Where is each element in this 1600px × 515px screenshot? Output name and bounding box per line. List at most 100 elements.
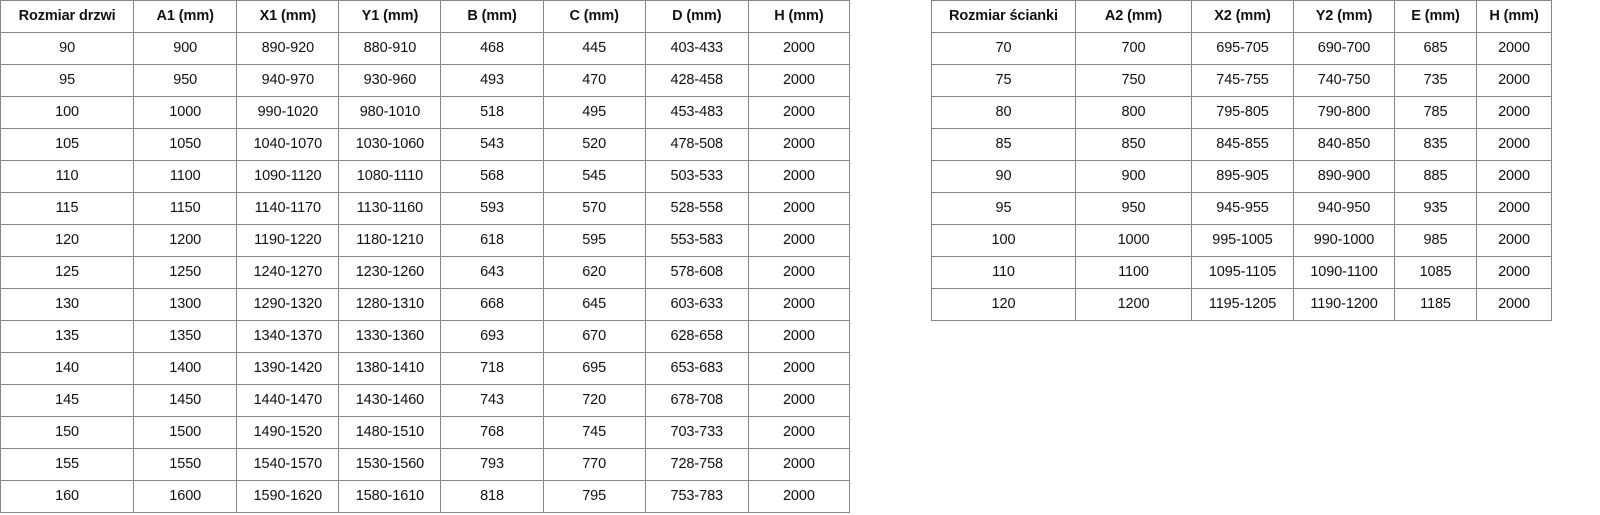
table-cell: 470: [542, 64, 646, 97]
table-cell: 1200: [1075, 288, 1192, 321]
table-cell: 618: [440, 224, 544, 257]
table-cell: 495: [542, 96, 646, 129]
table-cell: 2000: [1476, 160, 1552, 193]
table-cell: 753-783: [644, 480, 749, 513]
table-cell: 593: [440, 192, 544, 225]
table-cell: 1185: [1394, 288, 1477, 321]
table-cell: 653-683: [644, 352, 749, 385]
table-cell: 75: [931, 64, 1076, 97]
table-cell: 1600: [133, 480, 238, 513]
table-cell: 1100: [133, 160, 238, 193]
table-cell: 980-1010: [338, 96, 442, 129]
table-row: 90 900 890-920 880-910 468 445 403-433 2000: [0, 32, 851, 65]
door-table-body: 90 900 890-920 880-910 468 445 403-433 2000 95 95…: [0, 32, 851, 513]
table-cell: 90: [931, 160, 1076, 193]
table-row: 140 1400 1390-1420 1380-1410 718 695 653-683 20…: [0, 352, 851, 385]
table-cell: 1140-1170: [236, 192, 340, 225]
table-cell: 1000: [133, 96, 238, 129]
table-cell: 2000: [1476, 64, 1552, 97]
table-cell: 120: [0, 224, 135, 257]
table-row: 110 1100 1095-1105 1090-1100 1085 2000: [931, 256, 1552, 289]
table-cell: 793: [440, 448, 544, 481]
table-cell: 578-608: [644, 256, 749, 289]
table-cell: 750: [1075, 64, 1192, 97]
table-cell: 1150: [133, 192, 238, 225]
table-cell: 1480-1510: [338, 416, 442, 449]
table-cell: 1440-1470: [236, 384, 340, 417]
table-cell: 95: [0, 64, 135, 97]
table-cell: 2000: [747, 192, 851, 225]
wall-table-header: Rozmiar ścianki A2 (mm) X2 (mm) Y2 (mm) E (m…: [931, 0, 1552, 33]
table-cell: 595: [542, 224, 646, 257]
table-cell: 2000: [747, 352, 851, 385]
table-row: 95 950 940-970 930-960 493 470 428-458 2000: [0, 64, 851, 97]
table-cell: 115: [0, 192, 135, 225]
column-header-b-mm: B (mm): [440, 0, 544, 33]
table-cell: 685: [1394, 32, 1477, 65]
table-cell: 155: [0, 448, 135, 481]
table-cell: 1540-1570: [236, 448, 340, 481]
table-row: 130 1300 1290-1320 1280-1310 668 645 603-633 20…: [0, 288, 851, 321]
table-cell: 745-755: [1191, 64, 1294, 97]
table-row: 120 1200 1195-1205 1190-1200 1185 2000: [931, 288, 1552, 321]
table-row: 115 1150 1140-1170 1130-1160 593 570 528-558 20…: [0, 192, 851, 225]
table-cell: 2000: [747, 64, 851, 97]
table-cell: 2000: [1476, 128, 1552, 161]
table-cell: 945-955: [1191, 192, 1294, 225]
table-cell: 1095-1105: [1191, 256, 1294, 289]
table-cell: 80: [931, 96, 1076, 129]
table-cell: 100: [931, 224, 1076, 257]
table-cell: 1250: [133, 256, 238, 289]
table-cell: 2000: [747, 416, 851, 449]
table-cell: 690-700: [1293, 32, 1395, 65]
table-cell: 745: [542, 416, 646, 449]
table-cell: 2000: [1476, 32, 1552, 65]
table-cell: 950: [1075, 192, 1192, 225]
table-cell: 1340-1370: [236, 320, 340, 353]
table-cell: 453-483: [644, 96, 749, 129]
table-cell: 2000: [747, 320, 851, 353]
table-cell: 840-850: [1293, 128, 1395, 161]
table-cell: 403-433: [644, 32, 749, 65]
column-header-h-mm: H (mm): [747, 0, 851, 33]
column-header-y2-mm: Y2 (mm): [1293, 0, 1395, 33]
table-cell: 800: [1075, 96, 1192, 129]
column-header-d-mm: D (mm): [644, 0, 749, 33]
table-cell: 703-733: [644, 416, 749, 449]
table-cell: 668: [440, 288, 544, 321]
table-cell: 603-633: [644, 288, 749, 321]
table-cell: 2000: [747, 224, 851, 257]
table-cell: 2000: [747, 480, 851, 513]
column-header-rozmiar-drzwi: Rozmiar drzwi: [0, 0, 135, 33]
table-row: 125 1250 1240-1270 1230-1260 643 620 578-608 20…: [0, 256, 851, 289]
table-cell: 695-705: [1191, 32, 1294, 65]
table-cell: 503-533: [644, 160, 749, 193]
table-cell: 553-583: [644, 224, 749, 257]
table-row: 70 700 695-705 690-700 685 2000: [931, 32, 1552, 65]
table-cell: 1300: [133, 288, 238, 321]
table-cell: 695: [542, 352, 646, 385]
column-header-a1-mm: A1 (mm): [133, 0, 238, 33]
column-header-rozmiar-cianki: Rozmiar ścianki: [931, 0, 1076, 33]
table-cell: 95: [931, 192, 1076, 225]
table-header-row: Rozmiar drzwi A1 (mm) X1 (mm) Y1 (mm) B (mm)…: [0, 0, 851, 33]
table-cell: 1490-1520: [236, 416, 340, 449]
table-cell: 70: [931, 32, 1076, 65]
wall-table-body: 70 700 695-705 690-700 685 2000 75 750 745-755 74…: [931, 32, 1552, 321]
table-cell: 125: [0, 256, 135, 289]
table-row: 105 1050 1040-1070 1030-1060 543 520 478-508 20…: [0, 128, 851, 161]
table-cell: 850: [1075, 128, 1192, 161]
table-cell: 568: [440, 160, 544, 193]
table-cell: 885: [1394, 160, 1477, 193]
table-cell: 85: [931, 128, 1076, 161]
table-cell: 1400: [133, 352, 238, 385]
table-cell: 1240-1270: [236, 256, 340, 289]
table-cell: 493: [440, 64, 544, 97]
table-cell: 990-1000: [1293, 224, 1395, 257]
table-cell: 105: [0, 128, 135, 161]
table-cell: 2000: [747, 448, 851, 481]
table-cell: 1090-1120: [236, 160, 340, 193]
table-cell: 720: [542, 384, 646, 417]
wall-size-table-container: Rozmiar ścianki A2 (mm) X2 (mm) Y2 (mm) E (m…: [931, 0, 1552, 321]
